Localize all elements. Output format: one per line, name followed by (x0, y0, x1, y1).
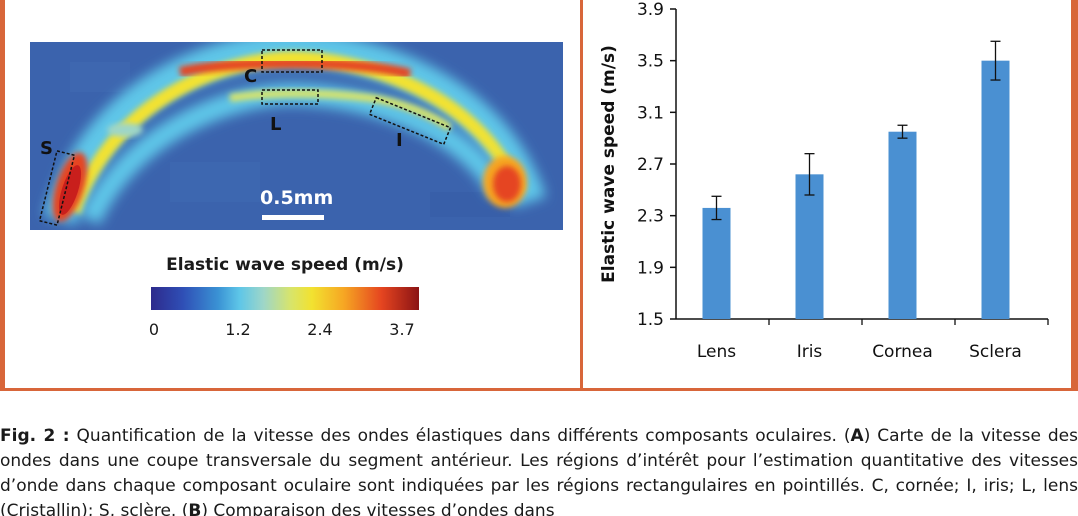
y-tick-label: 2.3 (637, 207, 664, 227)
figure-frame (0, 0, 1078, 391)
frame-border-bottom (0, 388, 1078, 391)
frame-border-left (0, 0, 5, 390)
caption-ref-b: B (188, 501, 202, 516)
x-tick-label-lens: Lens (697, 342, 736, 362)
caption-clip: Fig. 2 : Quantification de la vitesse de… (0, 424, 1078, 516)
colorbar-tick-2: 2.4 (307, 320, 333, 339)
caption-text-1: Quantification de la vitesse des ondes é… (69, 426, 851, 446)
y-axis-label: Elastic wave speed (m/s) (599, 45, 619, 283)
x-tick-label-iris: Iris (797, 342, 823, 362)
wave-speed-bar-chart: 1.5 1.9 2.3 2.7 3.1 3.5 3.9 Elastic wave speed … (599, 0, 1049, 362)
roi-label-sclera: S (40, 138, 53, 159)
colorbar-title: Elastic wave speed (m/s) (166, 255, 404, 275)
panel-divider (580, 0, 583, 390)
colorbar-tick-3: 3.7 (389, 320, 415, 339)
wave-speed-map: C L I S 0.5mm (30, 42, 563, 230)
roi-label-cornea: C (244, 66, 257, 87)
scale-bar (262, 215, 324, 220)
y-tick-label: 3.9 (637, 0, 664, 20)
figure-caption: Fig. 2 : Quantification de la vitesse de… (0, 424, 1078, 516)
colorbar-tick-0: 0 (148, 320, 160, 339)
caption-text-2: ) Carte de la vitesse des ondes dans une… (0, 426, 1078, 516)
y-tick-label: 1.9 (637, 258, 664, 278)
y-tick-label: 3.1 (637, 103, 664, 123)
colorbar (151, 287, 419, 310)
x-tick-label-cornea: Cornea (872, 342, 933, 362)
frame-border-right (1071, 0, 1078, 390)
bar-iris (795, 174, 824, 319)
caption-text-3: ) Comparaison des vitesses d’ondes dans (201, 501, 555, 516)
y-tick-label: 3.5 (637, 52, 664, 72)
wave-speed-map-image: C L I S 0.5mm (30, 42, 563, 230)
roi-label-iris: I (396, 130, 403, 151)
y-tick-label: 2.7 (637, 155, 664, 175)
bar-cornea (888, 131, 917, 319)
bar-lens (702, 207, 731, 319)
caption-label: Fig. 2 : (0, 426, 70, 446)
roi-lens-box (261, 89, 319, 105)
scale-bar-label: 0.5mm (260, 187, 333, 209)
colorbar-tick-1: 1.2 (225, 320, 251, 339)
roi-label-lens: L (270, 114, 281, 135)
roi-iris-box (368, 96, 452, 146)
x-tick-label-sclera: Sclera (969, 342, 1022, 362)
bar-sclera (981, 60, 1010, 320)
caption-ref-a: A (850, 426, 864, 446)
y-tick-label: 1.5 (637, 310, 664, 330)
roi-cornea-box (261, 49, 323, 73)
